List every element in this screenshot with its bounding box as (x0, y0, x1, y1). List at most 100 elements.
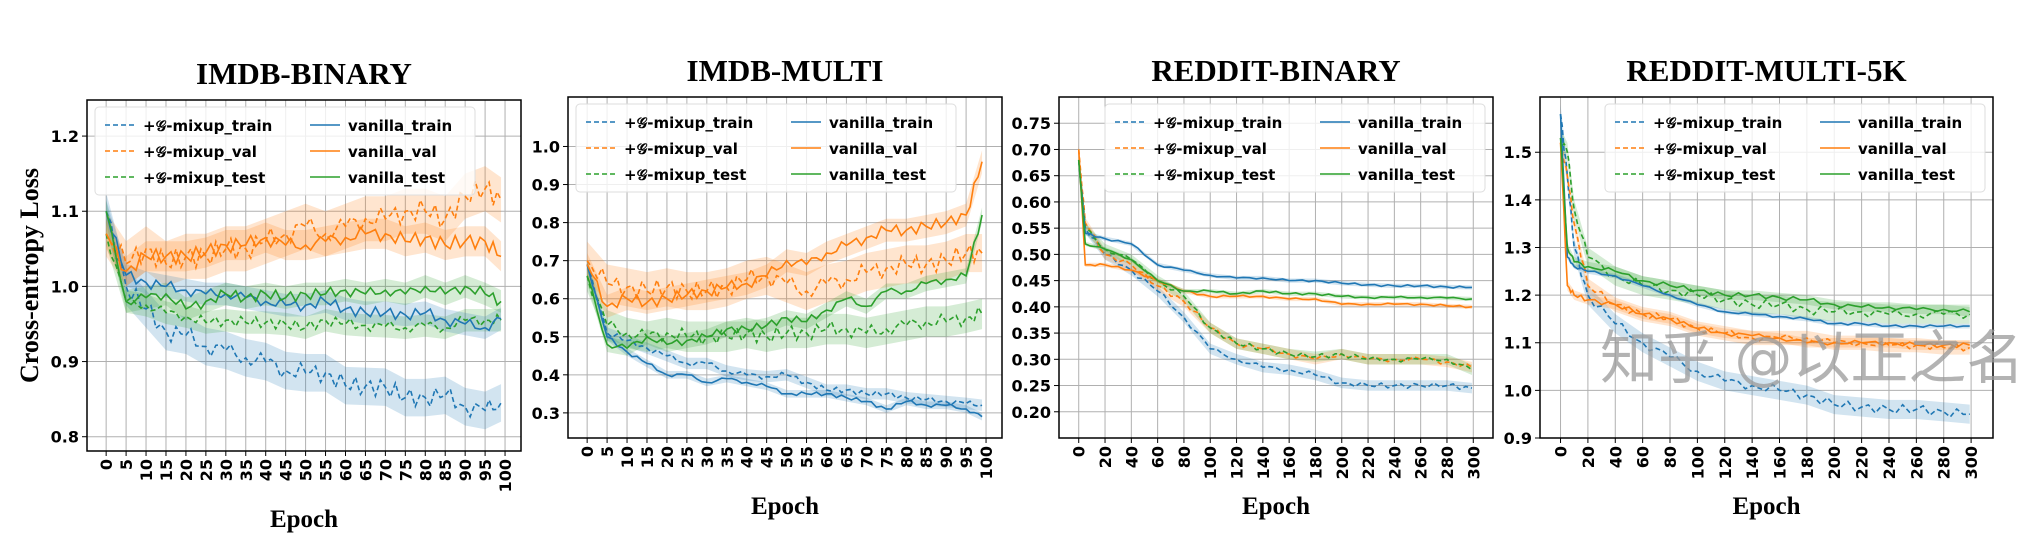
x-tick-label: 260 (1412, 446, 1431, 479)
watermark: 知乎 @以正之名 (1600, 324, 2024, 392)
x-tick-label: 240 (1385, 446, 1404, 479)
x-tick-label: 5 (598, 446, 617, 457)
series-line (1077, 159, 1472, 289)
x-tick-label: 95 (957, 446, 976, 468)
y-tick-label: 0.75 (1012, 114, 1051, 133)
legend-label: +𝒢-mixup_train (624, 114, 753, 132)
x-tick-label: 55 (317, 459, 336, 481)
x-tick-label: 60 (1634, 446, 1653, 468)
axes-frame (86, 99, 522, 452)
series-line (1559, 114, 1970, 419)
x-tick-label: 120 (1228, 446, 1247, 479)
y-tick-label: 0.3 (532, 404, 560, 423)
y-tick-label: 0.7 (532, 252, 560, 271)
x-tick-label: 200 (1333, 446, 1352, 479)
y-tick-label: 0.35 (1012, 324, 1051, 343)
x-tick-label: 25 (678, 446, 697, 468)
x-tick-label: 0 (578, 446, 597, 457)
x-tick-label: 40 (1606, 446, 1625, 468)
x-tick-label: 35 (237, 459, 256, 481)
x-tick-label: 260 (1907, 446, 1926, 479)
x-tick-label: 20 (1096, 446, 1115, 468)
series-line (586, 214, 983, 350)
panel-3: REDDIT-MULTI-5K 0 20 40 60 80 100 120 140 160 180 2… (1504, 53, 1994, 520)
y-tick-label: 0.4 (532, 366, 560, 385)
legend-label: +𝒢-mixup_val (1653, 140, 1767, 158)
legend-box (94, 106, 476, 196)
series-line (1077, 149, 1473, 309)
series-line (105, 211, 502, 311)
y-tick-label: 0.8 (51, 428, 79, 447)
axes-frame (1539, 96, 1994, 439)
x-tick-label: 0 (1070, 446, 1089, 457)
x-tick-label: 220 (1359, 446, 1378, 479)
x-tick-label: 65 (356, 459, 375, 481)
y-tick-label: 0.9 (1504, 429, 1532, 448)
series-band (1560, 104, 1970, 424)
series-line (1077, 149, 1473, 368)
y-tick-label: 0.9 (532, 176, 560, 195)
chart-title: REDDIT-MULTI-5K (1626, 53, 1906, 88)
x-tick-label: 20 (177, 459, 196, 481)
legend: +𝒢-mixup_train +𝒢-mixup_val +𝒢-mixup_test v… (1104, 103, 1486, 193)
legend-label: +𝒢-mixup_train (143, 117, 272, 135)
legend-label: vanilla_test (1358, 166, 1455, 184)
x-tick-label: 20 (1579, 446, 1598, 468)
x-tick-label: 80 (1175, 446, 1194, 468)
x-tick-label: 0 (97, 459, 116, 470)
x-tick-label: 70 (376, 459, 395, 481)
x-tick-label: 70 (857, 446, 876, 468)
plot-area (105, 166, 502, 430)
series-line (105, 233, 502, 333)
legend: +𝒢-mixup_train +𝒢-mixup_val +𝒢-mixup_test v… (94, 106, 476, 196)
x-tick-label: 80 (416, 459, 435, 481)
y-tick-label: 0.55 (1012, 219, 1051, 238)
series-band (587, 258, 983, 411)
legend-label: +𝒢-mixup_test (1653, 166, 1775, 184)
x-tick-label: 300 (1962, 446, 1981, 479)
series-line (586, 242, 983, 302)
x-tick-label: 100 (977, 446, 996, 479)
panel-0: IMDB-BINARY 0 5 10 15 20 25 30 35 40 45 50 55 60 65 70 7… (15, 56, 522, 533)
y-tick-label: 0.70 (1012, 140, 1051, 159)
x-tick-label: 50 (297, 459, 316, 481)
x-tick-label: 45 (758, 446, 777, 468)
y-tick-label: 0.45 (1012, 272, 1051, 291)
legend-label: +𝒢-mixup_test (1153, 166, 1275, 184)
legend-label: +𝒢-mixup_train (1153, 114, 1282, 132)
series-line (1559, 142, 1971, 352)
y-tick-label: 0.30 (1012, 350, 1051, 369)
x-tick-label: 60 (1149, 446, 1168, 468)
series-line (105, 226, 502, 273)
x-tick-label: 40 (257, 459, 276, 481)
x-tick-label: 180 (1306, 446, 1325, 479)
legend-box (1604, 103, 1986, 193)
x-tick-label: 15 (638, 446, 657, 468)
x-tick-label: 10 (618, 446, 637, 468)
y-tick-label: 0.20 (1012, 403, 1051, 422)
x-tick-label: 20 (658, 446, 677, 468)
series-line (586, 275, 983, 347)
series-line (1559, 114, 1970, 329)
series-line (1559, 142, 1970, 349)
x-tick-label: 85 (436, 459, 455, 481)
chart-title: REDDIT-BINARY (1151, 53, 1400, 88)
chart-title: IMDB-BINARY (196, 56, 412, 91)
x-tick-label: 140 (1743, 446, 1762, 479)
axes-frame (1058, 96, 1494, 439)
legend-label: vanilla_val (1358, 140, 1447, 158)
y-tick-label: 1.1 (1504, 334, 1532, 353)
y-tick-label: 0.50 (1012, 245, 1051, 264)
y-tick-label: 0.60 (1012, 193, 1051, 212)
x-tick-label: 5 (117, 459, 136, 470)
series-band (587, 260, 983, 352)
plot-area (586, 150, 983, 421)
chart-title: IMDB-MULTI (687, 53, 884, 88)
x-tick-label: 240 (1880, 446, 1899, 479)
series-line (586, 264, 983, 408)
x-tick-label: 60 (336, 459, 355, 481)
legend-label: +𝒢-mixup_val (1153, 140, 1267, 158)
series-line (1077, 159, 1473, 371)
y-tick-label: 0.25 (1012, 377, 1051, 396)
